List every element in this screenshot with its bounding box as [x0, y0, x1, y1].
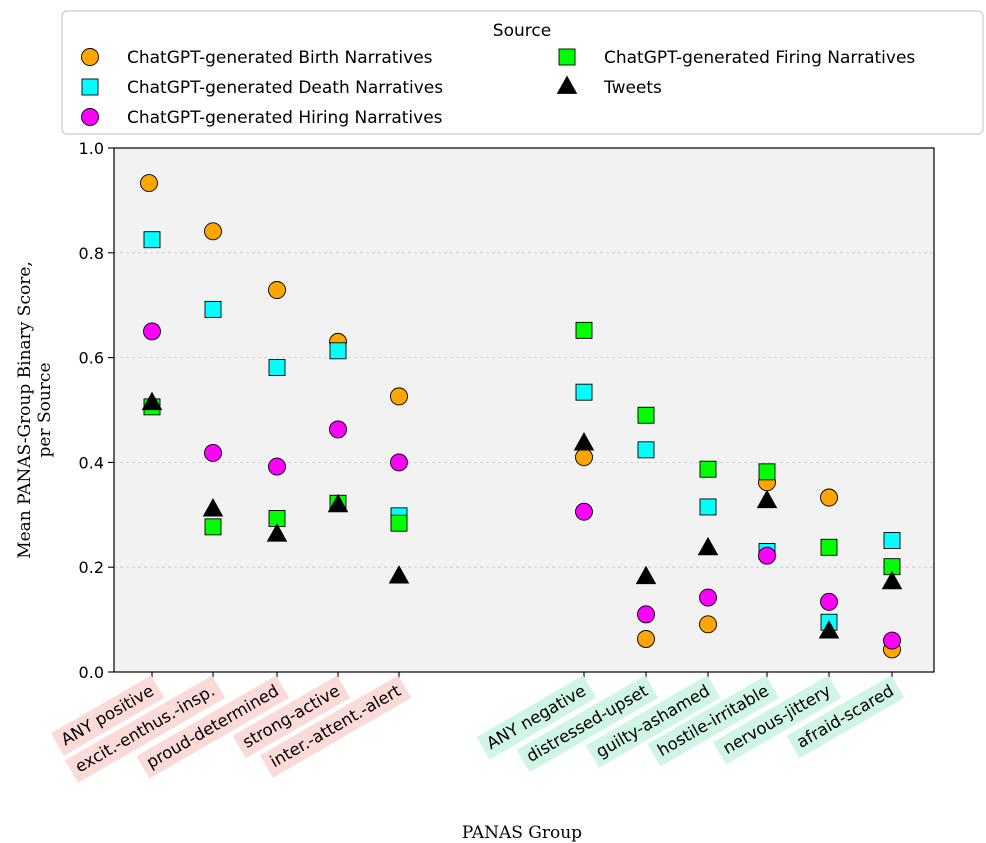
data-point-chatgpt-generated-hiring-narratives-excit-enthus-insp — [204, 444, 222, 462]
data-markers — [140, 174, 903, 659]
data-point-chatgpt-generated-death-narratives-any-negative — [575, 383, 593, 401]
data-point-tweets-inter-attent-alert — [388, 565, 410, 584]
category-label-background — [260, 675, 412, 778]
legend-entry-chatgpt-generated-death-narratives: ChatGPT-generated Death Narratives — [81, 78, 443, 98]
x-axis-title: PANAS Group — [462, 823, 582, 843]
y-tick-label: 0.0 — [79, 663, 104, 682]
data-point-chatgpt-generated-birth-narratives-proud-determined — [268, 281, 286, 299]
legend-label: ChatGPT-generated Birth Narratives — [127, 48, 433, 68]
category-label-background — [232, 675, 351, 759]
data-point-chatgpt-generated-death-narratives-excit-enthus-insp — [204, 300, 222, 318]
category-label-background — [136, 675, 290, 779]
x-axis-ticks — [151, 672, 893, 678]
data-point-chatgpt-generated-hiring-narratives-nervous-jittery — [820, 592, 838, 611]
y-axis-title-line-1: Mean PANAS-Group Binary Score, — [15, 261, 35, 559]
y-axis-title: Mean PANAS-Group Binary Score, per Sourc… — [15, 261, 55, 559]
data-point-tweets-proud-determined — [266, 523, 288, 542]
legend-entry-chatgpt-generated-hiring-narratives: ChatGPT-generated Hiring Narratives — [81, 108, 443, 128]
data-point-tweets-guilty-ashamed — [697, 536, 719, 556]
data-point-chatgpt-generated-death-narratives-strong-active — [329, 342, 347, 360]
legend-marker — [556, 75, 578, 94]
legend-marker — [81, 78, 99, 96]
legend-entry-tweets: Tweets — [556, 75, 662, 98]
y-axis-ticks: 0.0 0.2 0.4 0.6 0.8 1.0 — [79, 139, 114, 682]
y-tick-label: 1.0 — [79, 139, 104, 158]
data-point-chatgpt-generated-birth-narratives-any-negative — [575, 448, 593, 467]
category-label-background — [647, 675, 780, 767]
data-point-chatgpt-generated-firing-narratives-any-negative — [575, 321, 593, 339]
data-point-tweets-strong-active — [327, 493, 349, 513]
legend-title: Source — [493, 21, 551, 41]
category-label-background — [476, 675, 597, 760]
data-point-chatgpt-generated-firing-narratives-guilty-ashamed — [699, 460, 717, 478]
legend-label: ChatGPT-generated Hiring Narratives — [127, 108, 443, 128]
data-point-chatgpt-generated-hiring-narratives-any-negative — [575, 502, 593, 521]
legend-marker — [81, 108, 99, 126]
legend-entry-chatgpt-generated-firing-narratives: ChatGPT-generated Firing Narratives — [558, 48, 915, 68]
legend-entry-chatgpt-generated-birth-narratives: ChatGPT-generated Birth Narratives — [81, 48, 433, 68]
data-point-chatgpt-generated-hiring-narratives-guilty-ashamed — [699, 588, 717, 607]
data-point-tweets-afraid-scared — [881, 570, 903, 590]
data-point-chatgpt-generated-birth-narratives-distressed-upset — [637, 630, 655, 648]
category-label-background — [585, 675, 721, 768]
data-point-chatgpt-generated-firing-narratives-nervous-jittery — [820, 538, 838, 556]
data-point-chatgpt-generated-firing-narratives-hostile-irritable — [758, 463, 776, 481]
data-point-chatgpt-generated-death-narratives-afraid-scared — [883, 532, 901, 549]
data-point-chatgpt-generated-death-narratives-guilty-ashamed — [699, 498, 717, 516]
series-chatgpt-generated-hiring-narratives — [143, 322, 901, 650]
series-tweets — [141, 391, 903, 639]
data-point-chatgpt-generated-hiring-narratives-distressed-upset — [637, 605, 655, 624]
legend-label: ChatGPT-generated Firing Narratives — [604, 48, 915, 68]
data-point-chatgpt-generated-birth-narratives-excit-enthus-insp — [204, 222, 222, 241]
category-label-background — [65, 675, 226, 783]
data-point-chatgpt-generated-hiring-narratives-any-positive — [143, 322, 161, 341]
legend-items: ChatGPT-generated Birth Narratives ChatGP… — [81, 48, 915, 128]
category-labels: ANY positiveexcit.-enthus.-insp.proud-de… — [51, 675, 905, 783]
data-point-chatgpt-generated-death-narratives-proud-determined — [268, 359, 286, 377]
data-point-chatgpt-generated-birth-narratives-inter-attent-alert — [390, 387, 408, 406]
data-point-tweets-any-positive — [141, 391, 163, 411]
data-point-chatgpt-generated-birth-narratives-guilty-ashamed — [699, 615, 717, 634]
legend: Source ChatGPT-generated Birth Narrative… — [61, 10, 984, 135]
data-point-tweets-nervous-jittery — [818, 620, 840, 639]
category-label-background — [786, 675, 905, 759]
category-label-background — [712, 675, 842, 765]
plot-area: 0.0 0.2 0.4 0.6 0.8 1.0 — [79, 139, 935, 682]
data-point-chatgpt-generated-birth-narratives-any-positive — [140, 174, 158, 193]
legend-marker — [558, 48, 576, 66]
category-label-background — [51, 675, 165, 756]
data-point-chatgpt-generated-birth-narratives-nervous-jittery — [820, 488, 838, 507]
data-point-chatgpt-generated-hiring-narratives-proud-determined — [268, 457, 286, 476]
data-point-chatgpt-generated-death-narratives-distressed-upset — [637, 441, 655, 459]
data-point-tweets-distressed-upset — [635, 565, 657, 585]
data-point-tweets-excit-enthus-insp — [202, 498, 224, 517]
legend-marker — [81, 48, 99, 66]
data-point-chatgpt-generated-hiring-narratives-afraid-scared — [883, 631, 901, 650]
plot-frame — [113, 147, 935, 673]
data-point-chatgpt-generated-firing-narratives-inter-attent-alert — [390, 514, 408, 532]
data-point-chatgpt-generated-hiring-narratives-inter-attent-alert — [390, 453, 408, 472]
y-tick-label: 0.2 — [79, 558, 104, 577]
legend-label: ChatGPT-generated Death Narratives — [127, 78, 443, 98]
y-tick-label: 0.8 — [79, 244, 104, 263]
data-point-chatgpt-generated-hiring-narratives-strong-active — [329, 420, 347, 439]
data-point-chatgpt-generated-firing-narratives-excit-enthus-insp — [204, 518, 222, 536]
category-label-background — [516, 675, 659, 773]
legend-frame — [61, 10, 984, 135]
gridlines — [114, 252, 934, 568]
plot-background — [114, 148, 934, 672]
data-point-tweets-hostile-irritable — [756, 489, 778, 509]
data-point-tweets-any-negative — [573, 432, 595, 451]
data-point-chatgpt-generated-death-narratives-any-positive — [143, 231, 161, 249]
data-point-chatgpt-generated-firing-narratives-distressed-upset — [637, 406, 655, 424]
legend-label: Tweets — [603, 78, 662, 98]
y-axis-title-line-2: per Source — [35, 362, 55, 457]
y-tick-label: 0.6 — [79, 349, 104, 368]
data-point-chatgpt-generated-hiring-narratives-hostile-irritable — [758, 546, 776, 565]
y-tick-label: 0.4 — [79, 453, 104, 472]
